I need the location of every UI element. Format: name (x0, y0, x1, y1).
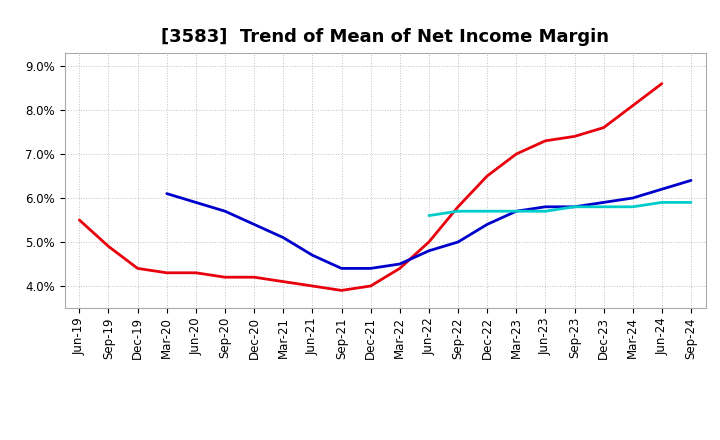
5 Years (599, 200, 608, 205)
3 Years (337, 288, 346, 293)
7 Years (425, 213, 433, 218)
5 Years (366, 266, 375, 271)
3 Years (570, 134, 579, 139)
7 Years (687, 200, 696, 205)
3 Years (599, 125, 608, 130)
3 Years (541, 138, 550, 143)
5 Years (483, 222, 492, 227)
7 Years (629, 204, 637, 209)
5 Years (337, 266, 346, 271)
7 Years (541, 209, 550, 214)
5 Years (308, 253, 317, 258)
5 Years (425, 248, 433, 253)
5 Years (250, 222, 258, 227)
3 Years (220, 275, 229, 280)
7 Years (483, 209, 492, 214)
5 Years (454, 239, 462, 245)
5 Years (395, 261, 404, 267)
3 Years (279, 279, 287, 284)
3 Years (366, 283, 375, 289)
3 Years (454, 204, 462, 209)
5 Years (163, 191, 171, 196)
3 Years (657, 81, 666, 86)
3 Years (104, 244, 113, 249)
5 Years (687, 178, 696, 183)
7 Years (657, 200, 666, 205)
7 Years (512, 209, 521, 214)
5 Years (512, 209, 521, 214)
5 Years (541, 204, 550, 209)
7 Years (454, 209, 462, 214)
3 Years (250, 275, 258, 280)
3 Years (512, 151, 521, 157)
3 Years (483, 173, 492, 179)
3 Years (163, 270, 171, 275)
5 Years (629, 195, 637, 201)
Line: 3 Years: 3 Years (79, 84, 662, 290)
3 Years (395, 266, 404, 271)
Title: [3583]  Trend of Mean of Net Income Margin: [3583] Trend of Mean of Net Income Margi… (161, 28, 609, 46)
5 Years (220, 209, 229, 214)
3 Years (425, 239, 433, 245)
Line: 7 Years: 7 Years (429, 202, 691, 216)
5 Years (657, 187, 666, 192)
7 Years (599, 204, 608, 209)
5 Years (570, 204, 579, 209)
5 Years (279, 235, 287, 240)
3 Years (133, 266, 142, 271)
5 Years (192, 200, 200, 205)
3 Years (75, 217, 84, 223)
3 Years (192, 270, 200, 275)
3 Years (308, 283, 317, 289)
7 Years (570, 204, 579, 209)
3 Years (629, 103, 637, 108)
Line: 5 Years: 5 Years (167, 180, 691, 268)
